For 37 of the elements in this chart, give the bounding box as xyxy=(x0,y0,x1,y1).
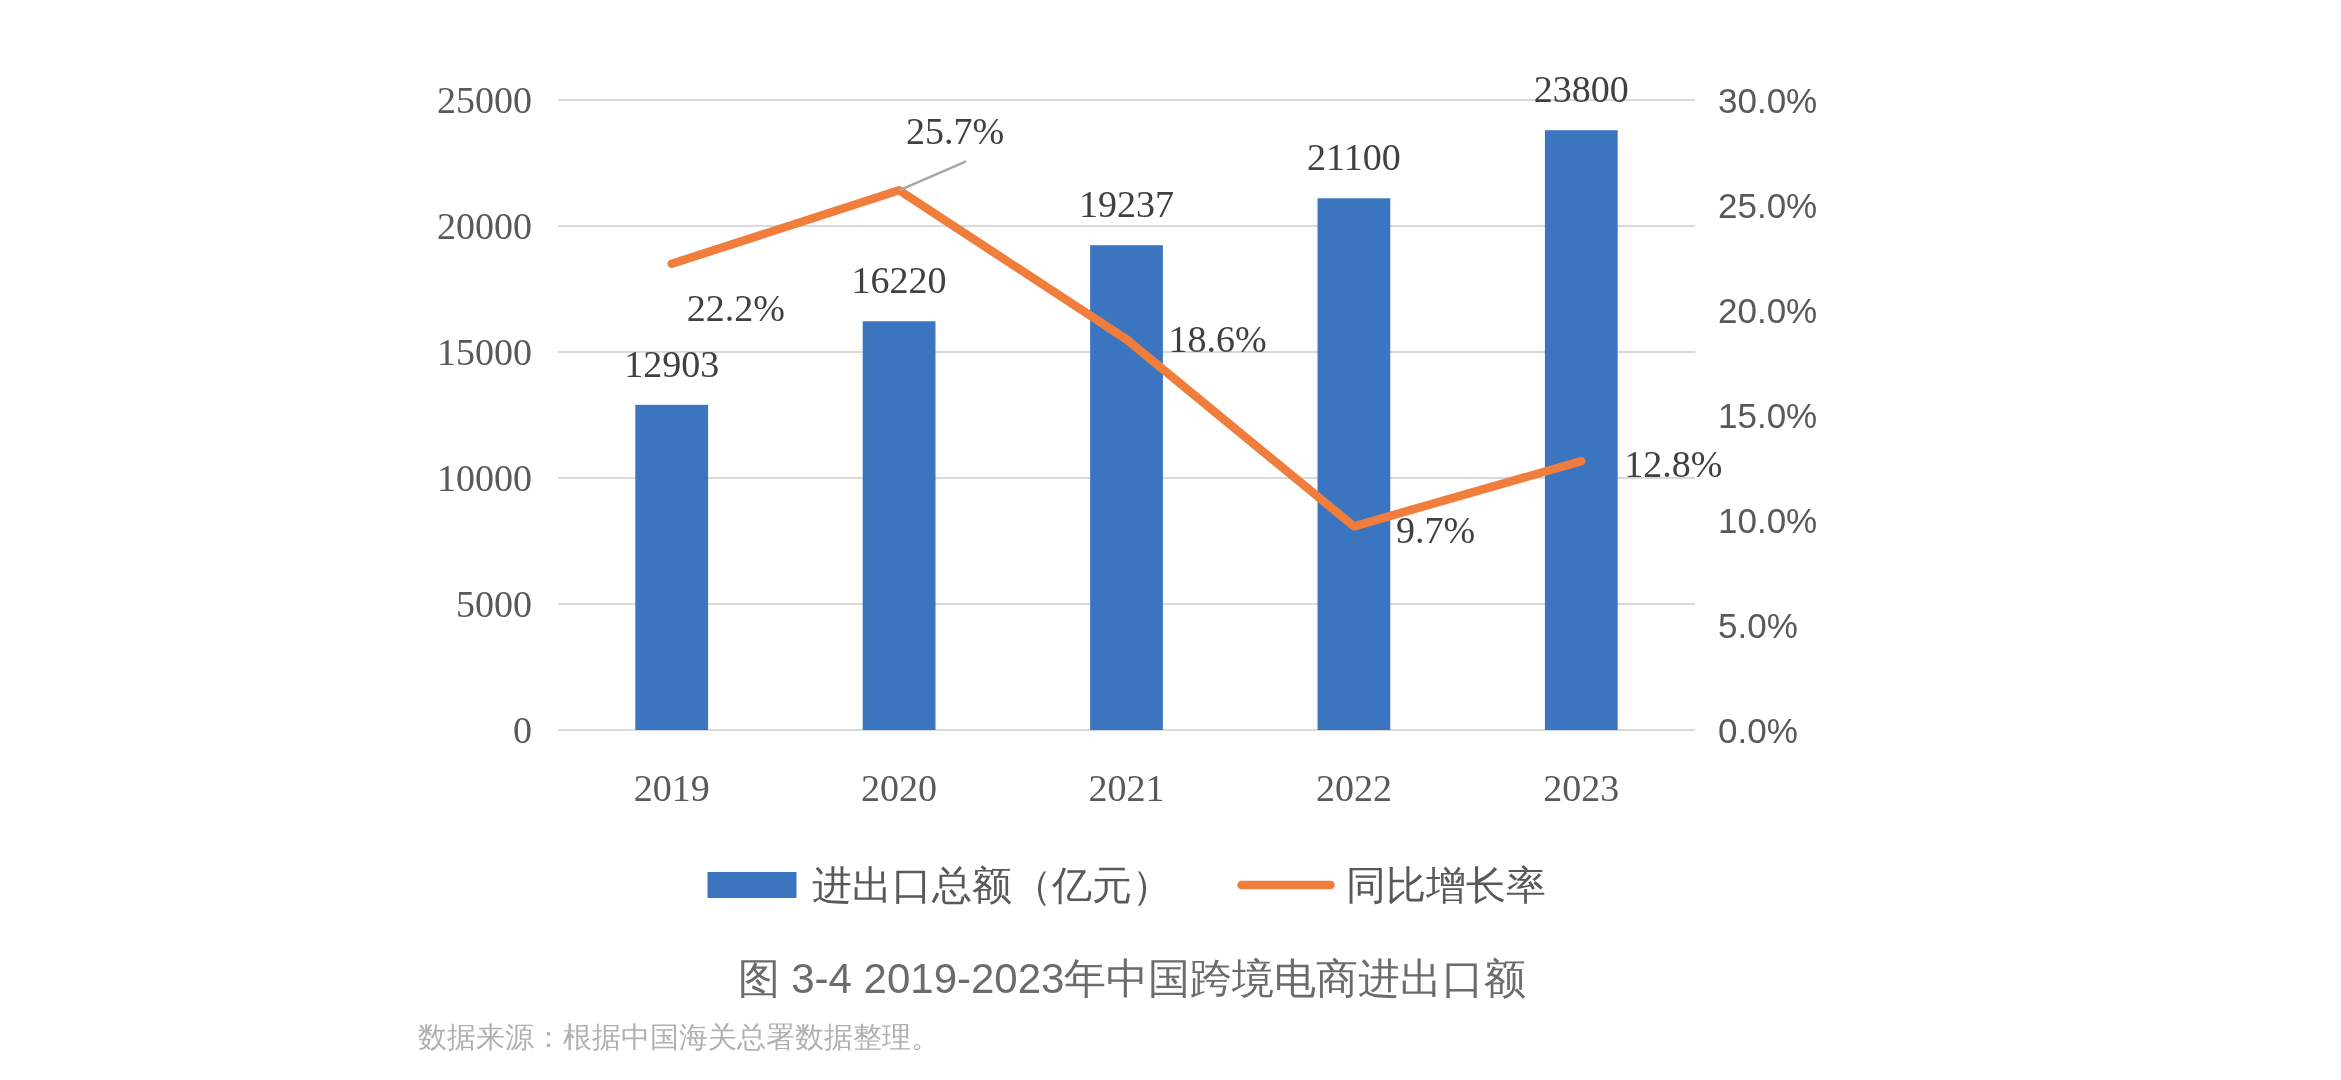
y-tick-label: 5000 xyxy=(456,583,532,625)
x-tick-label: 2022 xyxy=(1315,767,1392,809)
bar xyxy=(1544,130,1618,730)
legend-label: 进出口总额（亿元） xyxy=(811,863,1172,907)
data-label: 16220 xyxy=(851,259,947,302)
y-tick-label: 15000 xyxy=(437,331,532,373)
bar xyxy=(635,404,709,730)
y-tick-label: 10000 xyxy=(437,457,532,499)
data-label: 23800 xyxy=(1533,68,1629,111)
caption: 图 3-4 2019-2023年中国跨境电商进出口额 xyxy=(737,955,1527,1002)
x-tick-label: 2019 xyxy=(633,767,710,809)
y2-tick-label: 10.0% xyxy=(1718,501,1818,540)
data-label: 12903 xyxy=(624,342,720,385)
y2-tick-label: 15.0% xyxy=(1718,396,1818,435)
data-label: 18.6% xyxy=(1168,318,1267,361)
y-tick-label: 25000 xyxy=(437,79,532,121)
x-tick-label: 2020 xyxy=(861,767,938,809)
data-label: 9.7% xyxy=(1395,509,1476,552)
source-note: 数据来源：根据中国海关总署数据整理。 xyxy=(418,1021,940,1053)
y2-tick-label: 25.0% xyxy=(1718,186,1818,225)
bar xyxy=(862,321,936,730)
y2-tick-label: 20.0% xyxy=(1718,291,1818,330)
y-tick-label: 20000 xyxy=(437,205,532,247)
y2-tick-label: 30.0% xyxy=(1718,81,1818,120)
y2-tick-label: 0.0% xyxy=(1718,711,1798,750)
data-label: 25.7% xyxy=(906,110,1005,153)
data-label: 21100 xyxy=(1307,136,1401,179)
data-label: 19237 xyxy=(1079,183,1174,226)
y-tick-label: 0 xyxy=(513,709,532,751)
y2-tick-label: 5.0% xyxy=(1718,606,1798,645)
x-tick-label: 2021 xyxy=(1088,767,1165,809)
x-tick-label: 2023 xyxy=(1543,767,1620,809)
bar xyxy=(1317,198,1391,730)
data-label: 22.2% xyxy=(686,286,785,329)
bar xyxy=(1090,245,1163,730)
legend-label: 同比增长率 xyxy=(1345,863,1546,907)
data-label: 12.8% xyxy=(1624,443,1723,486)
